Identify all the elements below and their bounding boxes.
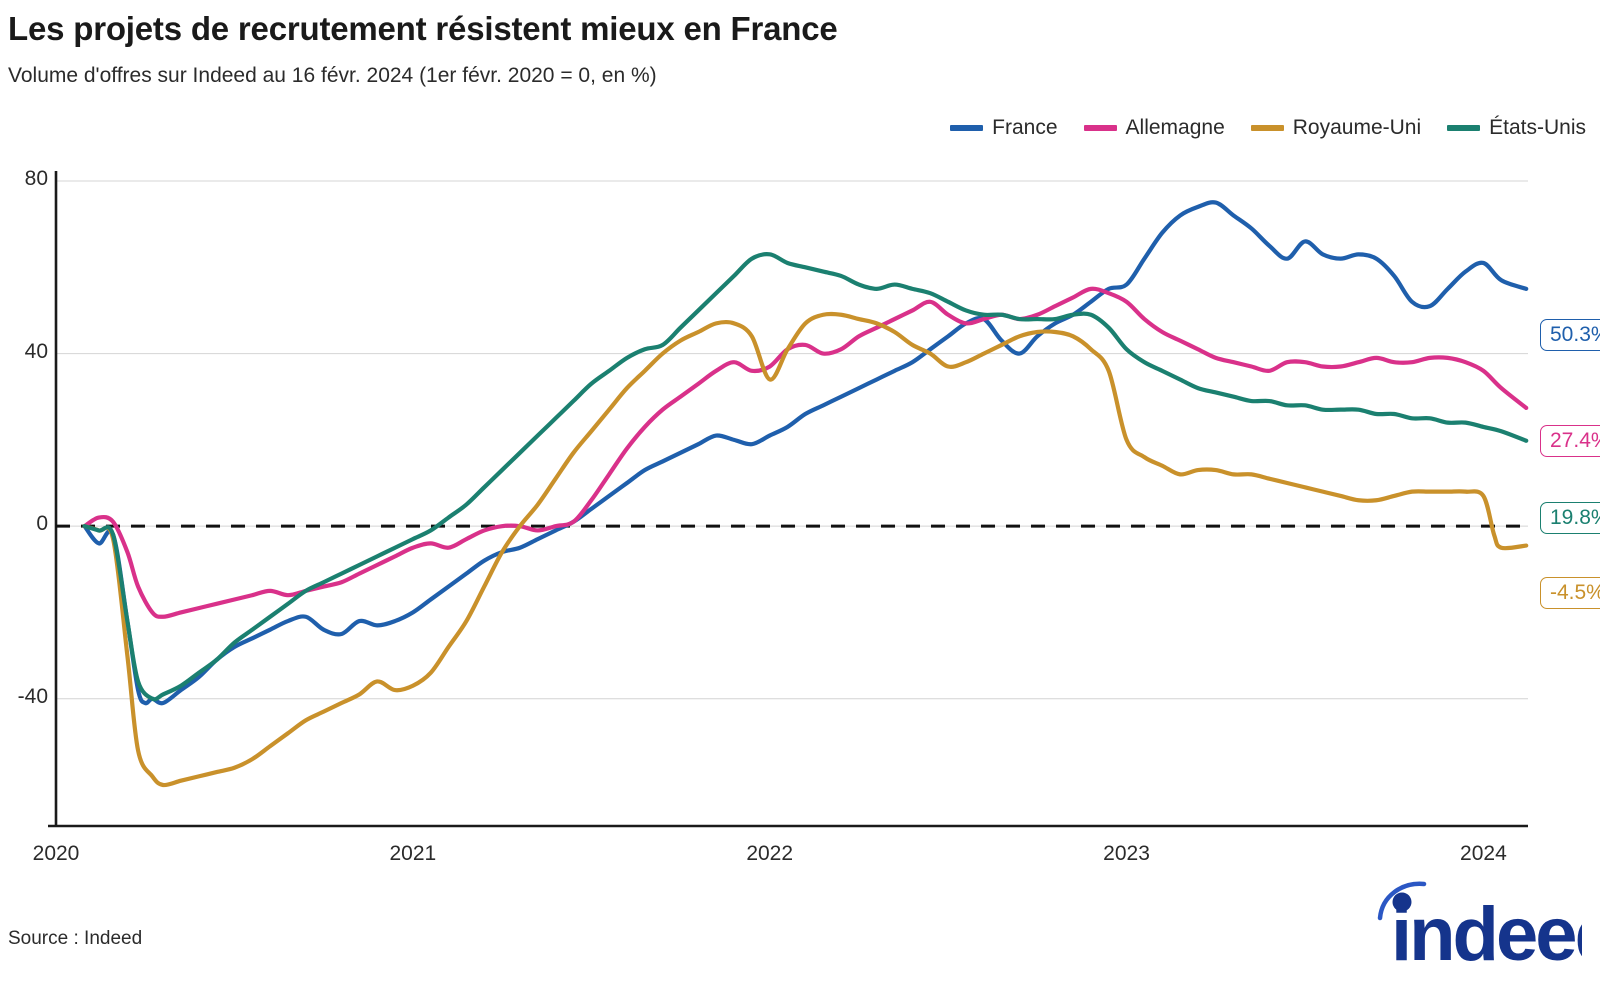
legend-swatch-france — [950, 125, 984, 131]
y-tick-label: -40 — [17, 684, 48, 708]
legend-item-france[interactable]: France — [950, 116, 1058, 140]
y-tick-label: 0 — [36, 512, 48, 536]
x-tick-label: 2022 — [746, 842, 794, 865]
chart-plot-area: 80 40 0 -40 2020 2021 2022 2023 2024 50.3% 27.4%… — [0, 150, 1600, 865]
end-label-allemagne: 27.4% — [1540, 424, 1600, 457]
legend-item-allemagne[interactable]: Allemagne — [1083, 116, 1225, 140]
end-label--tats-unis: 19.8% — [1540, 501, 1600, 534]
series-line-royaume-uni — [82, 311, 1529, 788]
legend-item-etats-unis[interactable]: États-Unis — [1447, 116, 1586, 140]
legend-swatch-etats-unis — [1447, 125, 1481, 131]
x-tick-label: 2024 — [1460, 842, 1507, 865]
y-tick-label: 80 — [24, 167, 48, 190]
x-tick-label: 2020 — [32, 842, 80, 865]
chart-legend: France Allemagne Royaume-Uni États-Unis — [950, 116, 1586, 140]
indeed-logo: indeed — [1377, 881, 1582, 964]
series-line-allemagne — [82, 286, 1529, 619]
legend-swatch-allemagne — [1083, 125, 1117, 131]
x-tick-label: 2021 — [389, 842, 437, 865]
series-line--tats-unis — [82, 252, 1529, 702]
y-tick-label: 40 — [24, 339, 48, 363]
legend-item-royaume-uni[interactable]: Royaume-Uni — [1250, 116, 1422, 140]
page-title: Les projets de recrutement résistent mie… — [8, 10, 838, 47]
legend-label-allemagne: Allemagne — [1125, 116, 1225, 139]
x-tick-label: 2023 — [1103, 842, 1150, 865]
line-chart-svg — [48, 171, 1529, 828]
legend-label-france: France — [992, 116, 1058, 139]
svg-text:indeed: indeed — [1391, 892, 1582, 964]
source-note: Source : Indeed — [8, 928, 143, 949]
chart-subtitle: Volume d'offres sur Indeed au 16 févr. 2… — [8, 64, 657, 87]
series-line-france — [82, 200, 1529, 706]
legend-label-royaume-uni: Royaume-Uni — [1292, 116, 1422, 139]
legend-label-etats-unis: États-Unis — [1489, 116, 1586, 139]
legend-swatch-royaume-uni — [1250, 125, 1284, 131]
end-label-royaume-uni: -4.5% — [1540, 576, 1600, 609]
end-label-france: 50.3% — [1540, 319, 1600, 352]
